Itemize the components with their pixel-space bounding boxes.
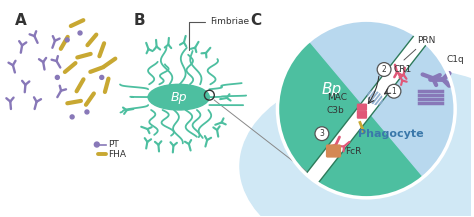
Ellipse shape xyxy=(240,67,474,217)
Circle shape xyxy=(100,76,104,79)
Text: C1q: C1q xyxy=(447,55,464,64)
FancyBboxPatch shape xyxy=(357,104,366,110)
FancyBboxPatch shape xyxy=(357,111,366,118)
Text: C3b: C3b xyxy=(327,106,344,115)
Circle shape xyxy=(70,115,74,119)
Text: Bp: Bp xyxy=(322,82,342,97)
Circle shape xyxy=(85,110,89,114)
FancyBboxPatch shape xyxy=(327,145,340,157)
Circle shape xyxy=(377,62,391,76)
Wedge shape xyxy=(309,20,455,177)
Circle shape xyxy=(55,76,59,79)
Text: Fimbriae: Fimbriae xyxy=(189,17,249,50)
Text: Bp: Bp xyxy=(171,91,187,104)
Text: Phagocyte: Phagocyte xyxy=(358,129,424,139)
Text: FcR: FcR xyxy=(346,146,362,156)
Text: A: A xyxy=(15,13,27,28)
Circle shape xyxy=(387,84,401,98)
Text: 1: 1 xyxy=(392,87,396,96)
Text: PT: PT xyxy=(108,140,118,149)
Text: B: B xyxy=(133,13,145,28)
Circle shape xyxy=(94,142,99,147)
Text: 3: 3 xyxy=(319,129,324,138)
Text: C: C xyxy=(250,13,261,28)
Ellipse shape xyxy=(148,84,210,110)
Text: PRN: PRN xyxy=(404,36,435,60)
Text: 2: 2 xyxy=(382,65,386,74)
Circle shape xyxy=(78,31,82,35)
Circle shape xyxy=(315,127,329,141)
Text: MAC: MAC xyxy=(328,93,347,102)
Circle shape xyxy=(65,38,69,42)
Text: FHA: FHA xyxy=(108,150,126,159)
Ellipse shape xyxy=(368,91,383,105)
Text: CR1: CR1 xyxy=(394,65,412,74)
Circle shape xyxy=(277,20,455,198)
